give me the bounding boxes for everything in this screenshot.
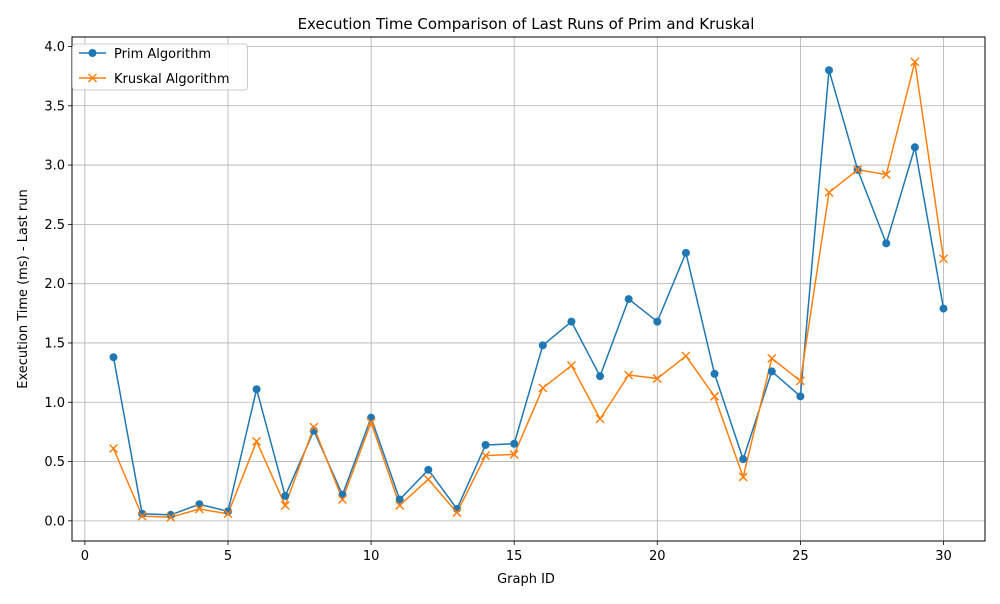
prim-data-point — [710, 369, 719, 378]
prim-series-line — [112, 69, 945, 516]
y-axis: 0.0 0.5 1.0 1.5 2.0 2.5 3.0 3.5 4.0 — [44, 40, 72, 529]
kruskal-data-point — [395, 500, 405, 510]
kruskal-data-point — [710, 391, 720, 401]
chart-title: Execution Time Comparison of Last Runs o… — [298, 15, 755, 33]
y-tick-label: 2.5 — [44, 218, 65, 233]
kruskal-data-point — [652, 374, 662, 384]
legend-prim-marker — [88, 49, 97, 57]
grid — [72, 37, 985, 541]
legend-prim-label: Prim Algorithm — [114, 47, 211, 62]
prim-data-point — [739, 455, 748, 464]
x-tick-label: 25 — [792, 549, 809, 564]
prim-data-point — [252, 385, 261, 394]
prim-data-point — [109, 353, 118, 362]
prim-data-point — [653, 317, 662, 326]
kruskal-data-point — [538, 383, 548, 393]
x-tick-label: 5 — [224, 549, 232, 564]
prim-data-point — [281, 491, 290, 500]
x-axis-label: Graph ID — [497, 572, 555, 587]
prim-data-point — [395, 495, 404, 504]
kruskal-data-point — [795, 376, 805, 386]
prim-data-point — [681, 248, 690, 257]
prim-data-point — [910, 143, 919, 152]
kruskal-data-point — [452, 508, 462, 518]
kruskal-data-point — [252, 436, 262, 446]
kruskal-data-point — [423, 474, 433, 484]
kruskal-data-point — [137, 511, 147, 521]
kruskal-data-point — [624, 370, 634, 380]
kruskal-data-point — [938, 254, 949, 264]
prim-data-point — [596, 372, 605, 381]
y-tick-label: 0.5 — [44, 455, 65, 470]
x-tick-label: 30 — [935, 549, 952, 564]
prim-data-point — [510, 439, 519, 448]
y-tick-label: 4.0 — [44, 40, 65, 55]
kruskal-data-point — [108, 443, 119, 454]
x-tick-label: 15 — [506, 549, 523, 564]
y-tick-label: 1.0 — [44, 396, 65, 411]
kruskal-data-point — [509, 449, 519, 459]
prim-data-point — [882, 239, 891, 248]
series-markers — [108, 57, 949, 522]
kruskal-series-line — [112, 61, 945, 519]
x-axis: 0 5 10 15 20 25 30 — [81, 541, 952, 564]
kruskal-data-point — [681, 351, 691, 361]
prim-data-point — [424, 465, 433, 474]
kruskal-data-point — [881, 170, 891, 180]
prim-data-point — [796, 392, 805, 401]
prim-data-point — [567, 317, 576, 326]
prim-data-point — [939, 304, 948, 313]
kruskal-data-point — [853, 165, 863, 175]
series-lines — [112, 61, 945, 519]
x-tick-label: 20 — [649, 549, 666, 564]
kruskal-data-point — [481, 451, 491, 461]
plot-frame — [71, 36, 986, 542]
legend-kruskal-marker — [87, 73, 98, 83]
prim-data-point — [138, 509, 147, 518]
prim-data-point — [481, 440, 490, 449]
y-tick-label: 3.5 — [44, 99, 65, 114]
kruskal-data-point — [166, 512, 176, 522]
prim-data-point — [223, 507, 232, 516]
prim-data-point — [624, 295, 633, 304]
kruskal-data-point — [566, 360, 576, 371]
y-tick-label: 3.0 — [44, 159, 65, 174]
kruskal-data-point — [366, 417, 376, 427]
legend-box — [72, 43, 248, 91]
y-tick-label: 0.0 — [44, 514, 65, 529]
kruskal-data-point — [910, 57, 920, 67]
kruskal-data-point — [595, 414, 605, 424]
prim-data-point — [825, 66, 834, 75]
y-axis-label: Execution Time (ms) - Last run — [16, 189, 31, 388]
kruskal-data-point — [194, 504, 204, 514]
prim-data-point — [166, 510, 175, 519]
kruskal-data-point — [280, 500, 290, 510]
y-tick-label: 1.5 — [44, 336, 65, 351]
x-tick-label: 0 — [81, 549, 89, 564]
legend-kruskal-label: Kruskal Algorithm — [114, 72, 230, 87]
legend-kruskal-x — [87, 73, 98, 83]
y-tick-label: 2.0 — [44, 277, 65, 292]
kruskal-data-point — [337, 494, 347, 505]
prim-data-point — [767, 367, 776, 376]
prim-data-point — [538, 341, 547, 350]
kruskal-data-point — [223, 509, 233, 519]
kruskal-data-point — [824, 187, 834, 197]
kruskal-data-point — [309, 422, 319, 432]
x-tick-label: 10 — [363, 549, 380, 564]
legend: Prim Algorithm Kruskal Algorithm — [72, 43, 248, 91]
kruskal-data-point — [767, 353, 777, 363]
kruskal-data-point — [738, 472, 748, 482]
